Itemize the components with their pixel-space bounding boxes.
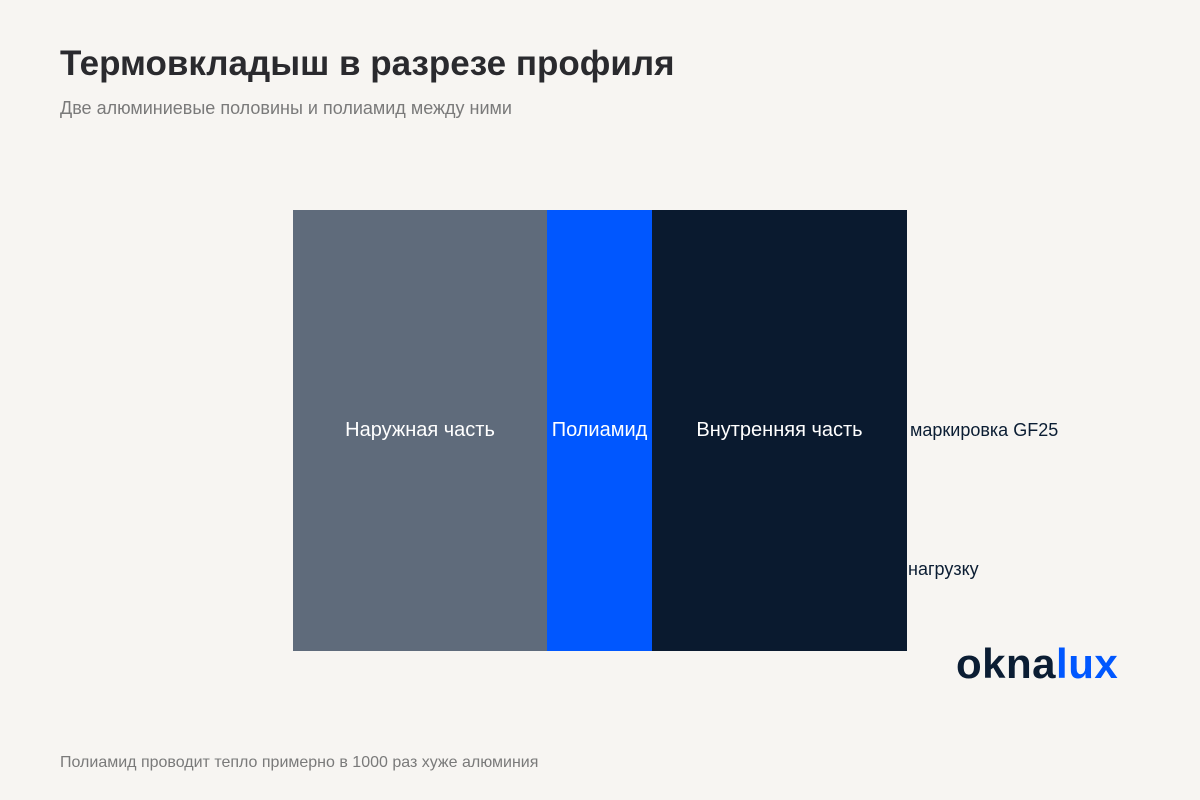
section-inner-aluminum: Внутренняя часть (652, 210, 907, 651)
footnote: Полиамид проводит тепло примерно в 1000 … (60, 754, 539, 771)
section-polyamide: Полиамид (547, 210, 652, 651)
callout-marking: , маркировка GF25 (900, 420, 1059, 440)
logo-part-okna: okna (956, 640, 1057, 687)
page-title: Термовкладыш в разрезе профиля (60, 44, 675, 83)
section-outer-label: Наружная часть (345, 419, 495, 441)
page-subtitle: Две алюминиевые половины и полиамид межд… (60, 98, 512, 118)
brand-logo: oknalux (956, 640, 1118, 688)
callout-load: нагрузку (908, 559, 979, 579)
section-outer-aluminum: Наружная часть (293, 210, 547, 651)
logo-part-lux: lux (1056, 640, 1119, 687)
section-inner-label: Внутренняя часть (696, 419, 863, 441)
section-polyamide-label: Полиамид (551, 419, 648, 441)
